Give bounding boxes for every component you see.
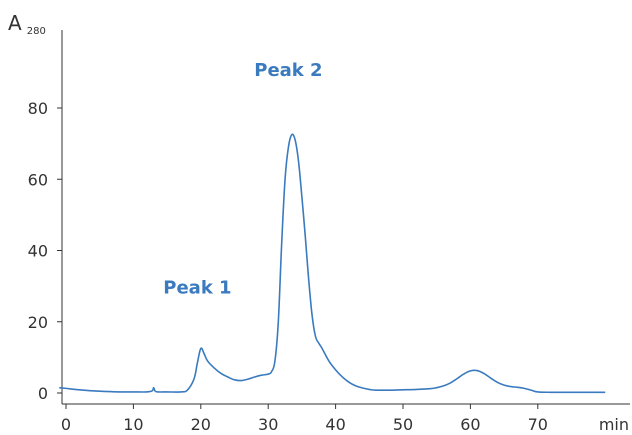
- y-tick-label: 40: [28, 242, 48, 261]
- y-tick-label: 20: [28, 313, 48, 332]
- y-tick-label: 0: [38, 384, 48, 403]
- annotations: Peak 1 Peak 2: [163, 60, 322, 298]
- x-tick-label: 40: [325, 415, 345, 434]
- y-axis-label: A 280: [8, 11, 46, 37]
- series-line: [59, 133, 606, 394]
- y-ticks: 0 20 40 60 80: [28, 99, 62, 403]
- x-tick-label: 30: [258, 415, 278, 434]
- x-tick-label: 0: [61, 415, 71, 434]
- y-tick-label: 80: [28, 99, 48, 118]
- y-tick-label: 60: [28, 170, 48, 189]
- x-tick-label: 70: [528, 415, 548, 434]
- x-tick-label: 50: [393, 415, 413, 434]
- series-layer: [59, 133, 606, 394]
- peak-label-2: Peak 2: [254, 60, 322, 81]
- y-axis-label-main: A: [8, 11, 22, 35]
- y-axis-label-subscript: 280: [27, 26, 46, 37]
- axes: [61, 30, 630, 405]
- x-tick-label: 60: [460, 415, 480, 434]
- x-tick-label: 20: [191, 415, 211, 434]
- x-tick-label: 10: [123, 415, 143, 434]
- x-ticks: 0 10 20 30 40 50 60 70: [61, 404, 548, 434]
- x-axis-label: min: [599, 415, 629, 434]
- peak-label-1: Peak 1: [163, 277, 231, 298]
